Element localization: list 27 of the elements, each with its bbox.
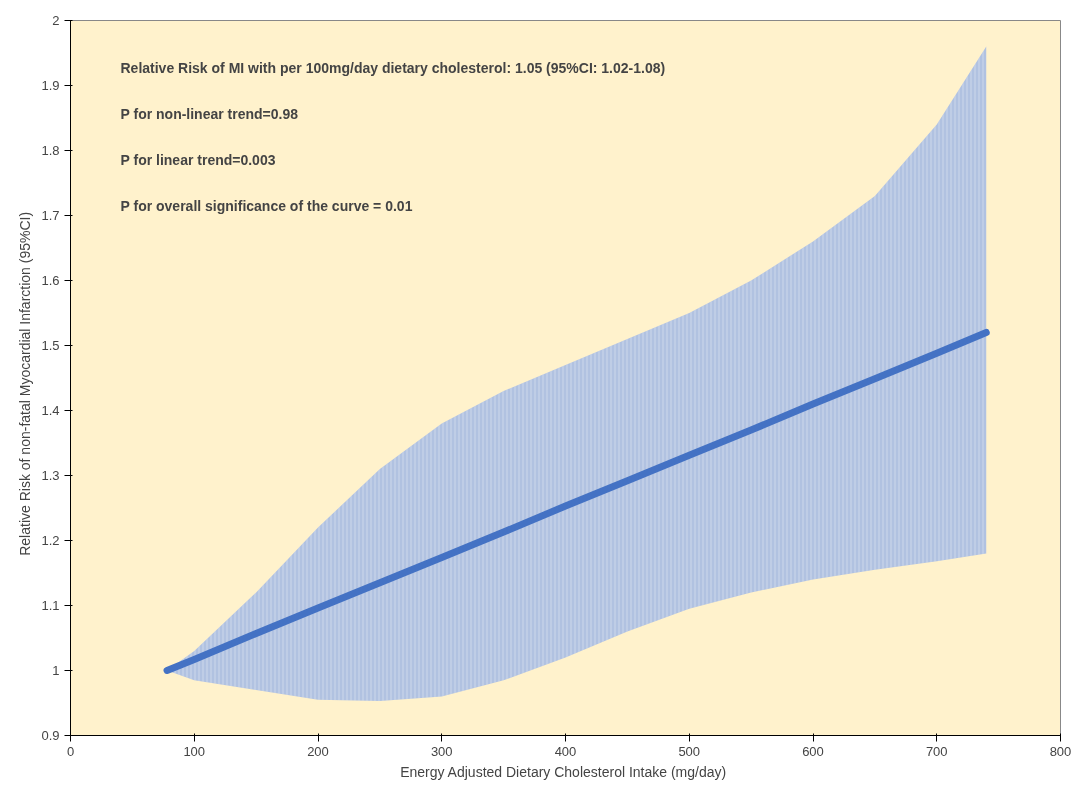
x-tick-label: 200 — [307, 743, 329, 759]
y-tick-label: 1.4 — [41, 403, 60, 418]
annotation: Relative Risk of MI with per 100mg/day dietary cholesterol: 1.05 (95%CI: 1.02-1.08) — [120, 59, 666, 76]
y-axis-title: Relative Risk of non-fatal Myocardial Infarction (95%CI) — [17, 211, 34, 556]
x-tick-label: 0 — [66, 743, 75, 759]
y-tick-label: 1.3 — [41, 468, 60, 483]
annotation: P for linear trend=0.003 — [120, 151, 276, 168]
x-tick-label: 700 — [925, 743, 948, 759]
annotation: P for non-linear trend=0.98 — [120, 105, 299, 122]
y-tick-label: 1.1 — [41, 598, 60, 613]
x-tick-label: 600 — [802, 743, 824, 759]
y-tick-label: 1.6 — [41, 273, 60, 288]
x-axis-title: Energy Adjusted Dietary Cholesterol Intake (mg/day) — [400, 763, 727, 780]
x-tick-label: 400 — [554, 743, 577, 759]
y-tick-label: 1.2 — [41, 533, 60, 548]
annotation: P for overall significance of the curve = 0.01 — [120, 197, 413, 214]
y-tick-label: 0.9 — [41, 728, 60, 743]
x-tick-label: 300 — [430, 743, 453, 759]
x-tick-label: 500 — [678, 743, 701, 759]
y-tick-label: 2 — [52, 13, 60, 28]
y-tick-label: 1.8 — [41, 143, 60, 158]
y-tick-label: 1.7 — [41, 208, 60, 223]
y-tick-label: 1.5 — [41, 338, 60, 353]
y-tick-label: 1.9 — [41, 78, 60, 93]
x-tick-label: 800 — [1049, 743, 1072, 759]
y-tick-label: 1 — [52, 663, 60, 678]
x-tick-label: 100 — [183, 743, 206, 759]
